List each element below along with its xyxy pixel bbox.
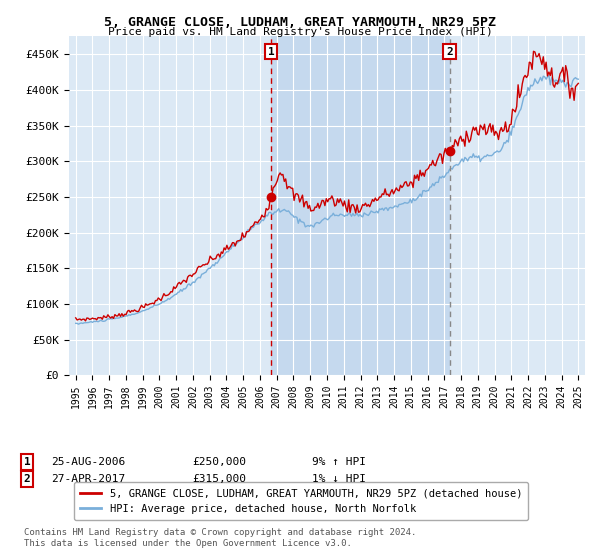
- Text: 25-AUG-2006: 25-AUG-2006: [51, 457, 125, 467]
- Text: £250,000: £250,000: [192, 457, 246, 467]
- Text: 1% ↓ HPI: 1% ↓ HPI: [312, 474, 366, 484]
- Text: 2: 2: [446, 46, 453, 57]
- Text: Contains HM Land Registry data © Crown copyright and database right 2024.
This d: Contains HM Land Registry data © Crown c…: [24, 528, 416, 548]
- Bar: [271, 36, 449, 375]
- Text: 27-APR-2017: 27-APR-2017: [51, 474, 125, 484]
- Text: 2: 2: [23, 474, 31, 484]
- Text: 1: 1: [23, 457, 31, 467]
- Text: Price paid vs. HM Land Registry's House Price Index (HPI): Price paid vs. HM Land Registry's House …: [107, 27, 493, 37]
- Text: £315,000: £315,000: [192, 474, 246, 484]
- Text: 1: 1: [268, 46, 274, 57]
- Text: 9% ↑ HPI: 9% ↑ HPI: [312, 457, 366, 467]
- Text: 5, GRANGE CLOSE, LUDHAM, GREAT YARMOUTH, NR29 5PZ: 5, GRANGE CLOSE, LUDHAM, GREAT YARMOUTH,…: [104, 16, 496, 29]
- Legend: 5, GRANGE CLOSE, LUDHAM, GREAT YARMOUTH, NR29 5PZ (detached house), HPI: Average: 5, GRANGE CLOSE, LUDHAM, GREAT YARMOUTH,…: [74, 482, 529, 520]
